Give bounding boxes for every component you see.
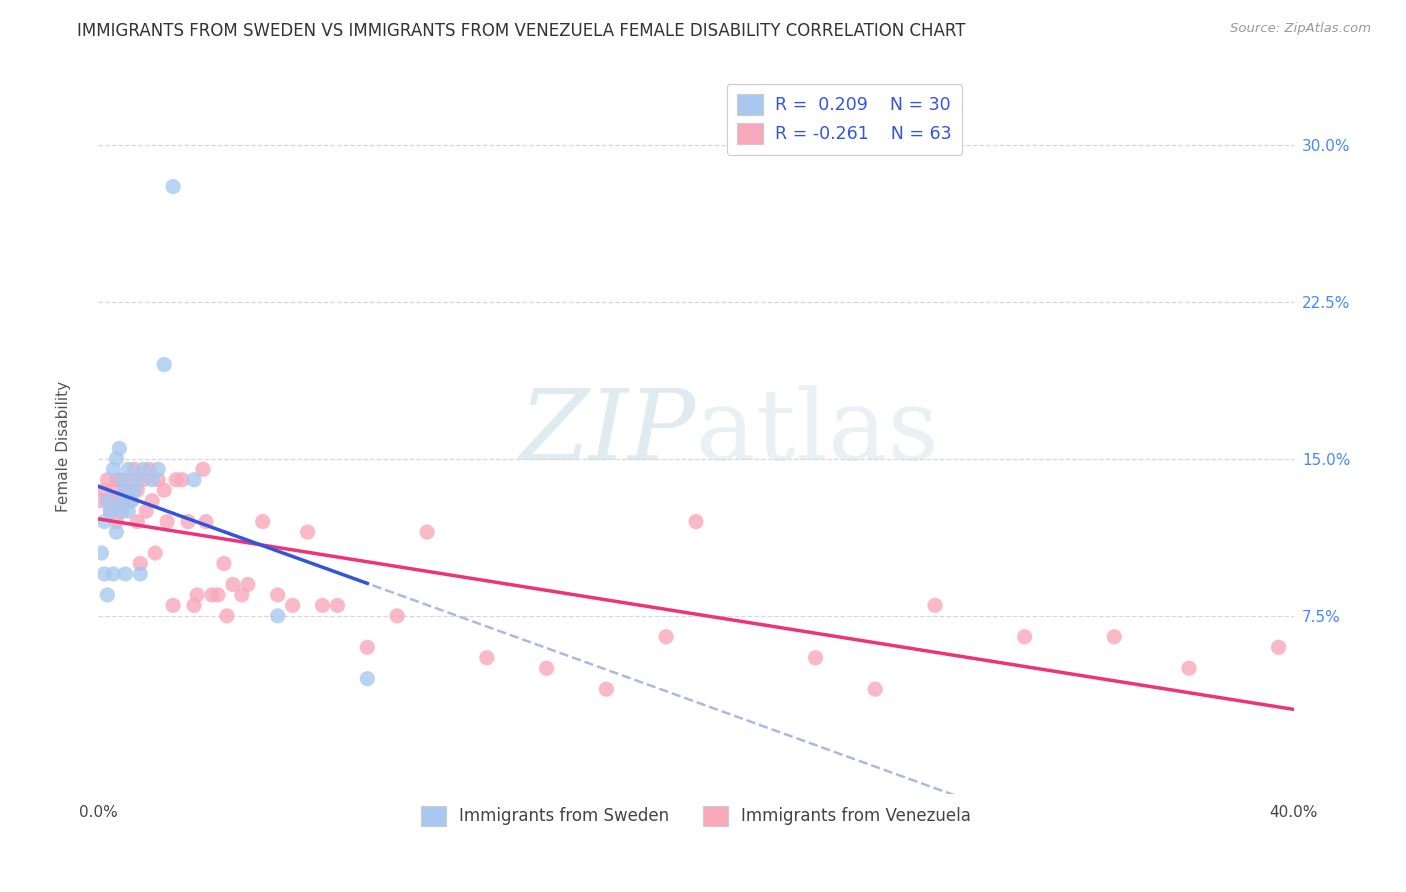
- Point: [356, 672, 378, 686]
- Point: [96, 588, 118, 602]
- Point: [1014, 630, 1036, 644]
- Point: [96, 473, 118, 487]
- Point: [536, 661, 558, 675]
- Point: [177, 515, 200, 529]
- Point: [162, 599, 184, 613]
- Point: [1178, 661, 1201, 675]
- Point: [655, 630, 678, 644]
- Point: [93, 483, 115, 498]
- Point: [127, 483, 149, 498]
- Point: [685, 515, 707, 529]
- Point: [141, 473, 163, 487]
- Point: [90, 546, 112, 560]
- Point: [267, 608, 290, 623]
- Point: [117, 483, 139, 498]
- Point: [111, 473, 134, 487]
- Point: [416, 525, 439, 540]
- Text: IMMIGRANTS FROM SWEDEN VS IMMIGRANTS FROM VENEZUELA FEMALE DISABILITY CORRELATIO: IMMIGRANTS FROM SWEDEN VS IMMIGRANTS FRO…: [77, 22, 966, 40]
- Point: [207, 588, 229, 602]
- Point: [98, 504, 122, 518]
- Point: [93, 566, 115, 581]
- Point: [127, 515, 149, 529]
- Point: [103, 462, 125, 476]
- Point: [105, 515, 128, 529]
- Point: [105, 451, 128, 466]
- Point: [236, 577, 259, 591]
- Point: [120, 493, 142, 508]
- Point: [186, 588, 208, 602]
- Point: [111, 504, 134, 518]
- Point: [162, 179, 184, 194]
- Point: [129, 557, 152, 571]
- Point: [326, 599, 349, 613]
- Point: [124, 462, 146, 476]
- Point: [120, 493, 142, 508]
- Text: Female Disability: Female Disability: [56, 380, 70, 512]
- Point: [385, 608, 409, 623]
- Text: ZIP: ZIP: [520, 385, 696, 480]
- Point: [132, 473, 155, 487]
- Legend: Immigrants from Sweden, Immigrants from Venezuela: Immigrants from Sweden, Immigrants from …: [411, 796, 981, 836]
- Point: [98, 493, 122, 508]
- Point: [183, 599, 205, 613]
- Point: [231, 588, 253, 602]
- Point: [111, 493, 134, 508]
- Point: [595, 682, 617, 697]
- Point: [153, 483, 176, 498]
- Point: [127, 473, 149, 487]
- Point: [138, 462, 160, 476]
- Point: [103, 566, 125, 581]
- Point: [143, 546, 166, 560]
- Point: [117, 462, 139, 476]
- Point: [108, 442, 131, 456]
- Point: [475, 650, 498, 665]
- Point: [98, 504, 122, 518]
- Text: Source: ZipAtlas.com: Source: ZipAtlas.com: [1230, 22, 1371, 36]
- Point: [117, 473, 139, 487]
- Point: [90, 493, 112, 508]
- Point: [148, 462, 170, 476]
- Point: [1104, 630, 1126, 644]
- Point: [804, 650, 827, 665]
- Point: [222, 577, 245, 591]
- Point: [215, 608, 238, 623]
- Point: [108, 493, 131, 508]
- Point: [96, 493, 118, 508]
- Point: [108, 504, 131, 518]
- Point: [252, 515, 274, 529]
- Text: atlas: atlas: [696, 384, 939, 481]
- Point: [148, 473, 170, 487]
- Point: [129, 566, 152, 581]
- Point: [156, 515, 179, 529]
- Point: [117, 504, 139, 518]
- Point: [201, 588, 224, 602]
- Point: [1267, 640, 1289, 655]
- Point: [865, 682, 887, 697]
- Point: [172, 473, 194, 487]
- Point: [153, 358, 176, 372]
- Point: [165, 473, 187, 487]
- Point: [297, 525, 319, 540]
- Point: [135, 504, 157, 518]
- Point: [124, 483, 146, 498]
- Point: [281, 599, 304, 613]
- Point: [114, 493, 136, 508]
- Point: [141, 493, 163, 508]
- Point: [191, 462, 214, 476]
- Point: [114, 483, 136, 498]
- Point: [212, 557, 235, 571]
- Point: [132, 462, 155, 476]
- Point: [183, 473, 205, 487]
- Point: [924, 599, 946, 613]
- Point: [311, 599, 333, 613]
- Point: [195, 515, 218, 529]
- Point: [267, 588, 290, 602]
- Point: [356, 640, 378, 655]
- Point: [105, 473, 128, 487]
- Point: [108, 473, 131, 487]
- Point: [105, 525, 128, 540]
- Point: [114, 566, 136, 581]
- Point: [103, 483, 125, 498]
- Point: [93, 515, 115, 529]
